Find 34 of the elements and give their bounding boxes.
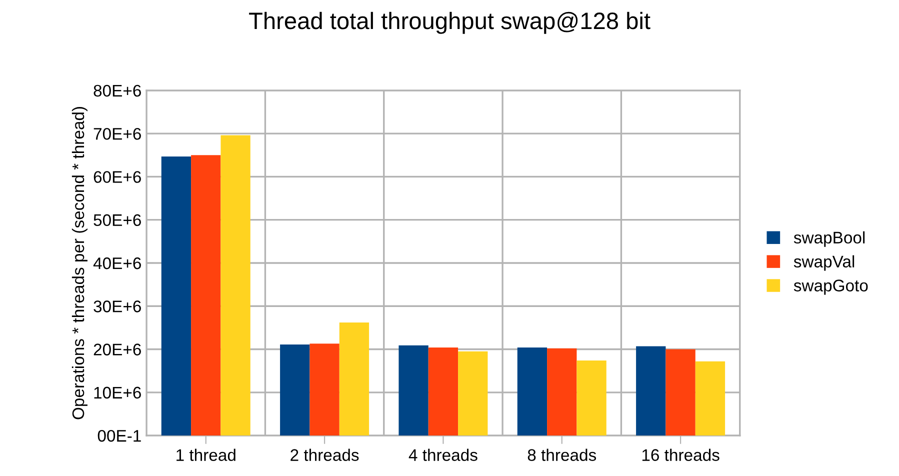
bar bbox=[310, 344, 340, 436]
y-tick-label: 60E+6 bbox=[94, 171, 141, 183]
bar bbox=[191, 155, 221, 436]
bar bbox=[428, 348, 458, 436]
bar bbox=[398, 345, 428, 436]
bar bbox=[339, 322, 370, 436]
x-tick-label: 16 threads bbox=[642, 448, 720, 461]
y-tick-label: 70E+6 bbox=[94, 128, 141, 140]
y-tick-label: 20E+6 bbox=[94, 344, 141, 356]
chart-title: Thread total throughput swap@128 bit bbox=[249, 12, 650, 34]
x-tick-label: 8 threads bbox=[528, 448, 596, 461]
bar bbox=[517, 348, 548, 436]
x-tick-label: 4 threads bbox=[408, 448, 478, 461]
bar bbox=[636, 346, 666, 436]
legend-label: swapBool bbox=[794, 231, 865, 247]
y-tick-label: 80E+6 bbox=[94, 84, 141, 97]
x-tick-label: 1 thread bbox=[176, 448, 236, 461]
bar bbox=[576, 360, 606, 436]
x-tick-label: 2 threads bbox=[290, 448, 359, 461]
bar bbox=[161, 156, 192, 436]
y-tick-label: 50E+6 bbox=[94, 214, 141, 226]
y-tick-label: 10E+6 bbox=[94, 386, 141, 399]
y-tick-label: 40E+6 bbox=[93, 257, 141, 270]
y-axis-title: Operations * threads per (second * thread) bbox=[72, 106, 88, 420]
bar bbox=[547, 348, 577, 436]
bar bbox=[666, 349, 696, 436]
legend-label: swapGoto bbox=[794, 280, 868, 295]
bar bbox=[458, 351, 488, 436]
y-tick-label: 30E+6 bbox=[94, 300, 141, 312]
bar bbox=[280, 344, 310, 436]
legend-label: swapVal bbox=[794, 255, 854, 271]
bar bbox=[695, 361, 726, 436]
y-tick-label: 00E-1 bbox=[98, 430, 141, 442]
bar bbox=[220, 135, 250, 436]
